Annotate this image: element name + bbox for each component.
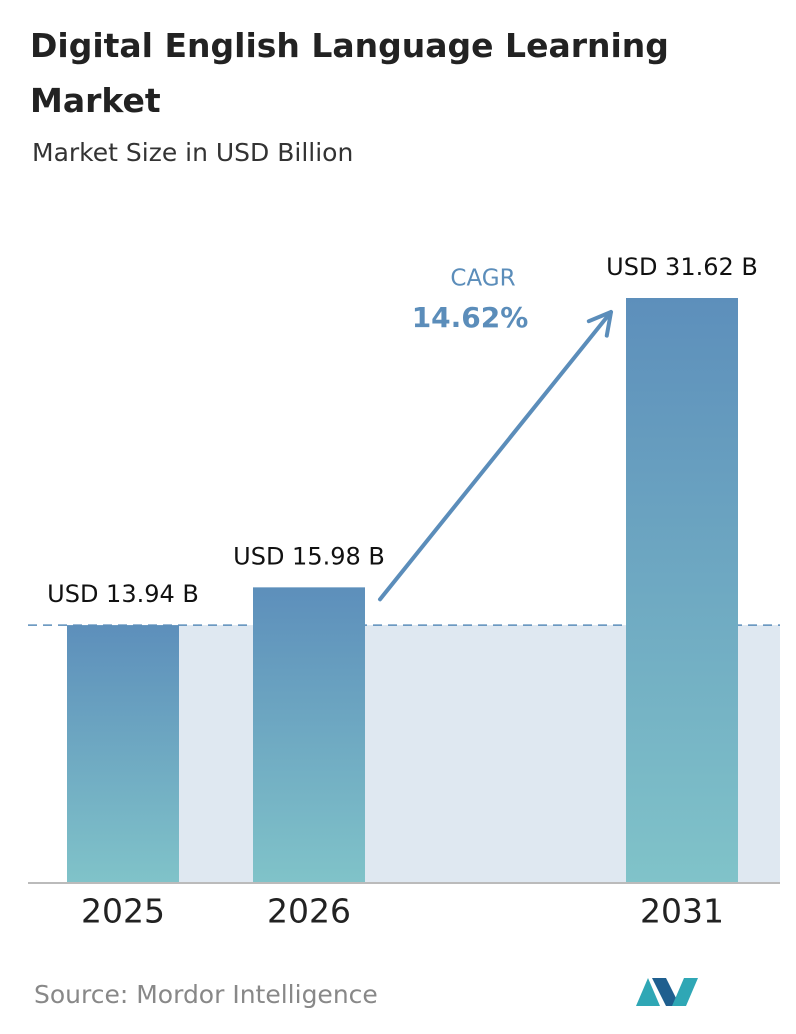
- bar: [67, 625, 179, 883]
- value-label: USD 13.94 B: [47, 580, 199, 608]
- x-tick-label: 2026: [267, 892, 351, 931]
- x-tick-label: 2025: [81, 892, 165, 931]
- bar: [253, 587, 365, 883]
- chart-subtitle: Market Size in USD Billion: [32, 138, 353, 167]
- source: Source: Mordor Intelligence: [34, 980, 378, 1009]
- logo: [636, 978, 698, 1006]
- cagr-label: CAGR: [450, 266, 515, 292]
- value-label: USD 31.62 B: [606, 253, 758, 281]
- x-tick-label: 2031: [640, 892, 724, 931]
- cagr-arrow: [378, 310, 613, 602]
- chart-title: Digital English Language Learning Market: [30, 26, 669, 120]
- cagr-value: 14.62%: [412, 301, 529, 334]
- value-label: USD 15.98 B: [233, 542, 385, 570]
- title-box: Digital English Language Learning Market: [30, 26, 669, 120]
- cagr-arrowhead: [586, 310, 613, 338]
- bar: [626, 298, 738, 883]
